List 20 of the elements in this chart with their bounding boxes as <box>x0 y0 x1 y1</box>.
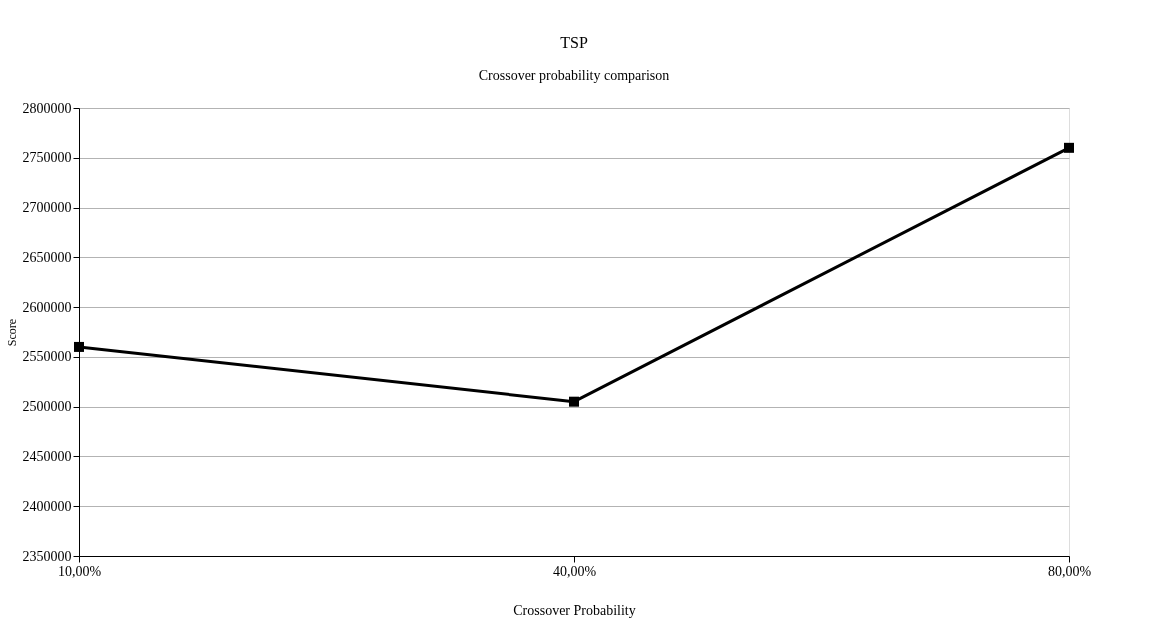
x-tick-label: 80,00% <box>1047 563 1092 579</box>
y-tick-label: 2650000 <box>22 249 72 265</box>
point <box>569 396 579 407</box>
y-tick-label: 2600000 <box>22 299 72 315</box>
y-tick-label: 2400000 <box>22 498 72 514</box>
y-tick-label: 2350000 <box>22 548 72 564</box>
y-axis-title: Score <box>4 318 19 347</box>
point <box>1064 142 1074 153</box>
y-tick-label: 2450000 <box>22 448 72 464</box>
x-tick-label: 10,00% <box>57 563 102 579</box>
x-tick-label: 40,00% <box>552 563 597 579</box>
y-tick-label: 2700000 <box>22 200 72 216</box>
y-tick-label: 2800000 <box>22 100 72 116</box>
y-tick-label: 2750000 <box>22 150 72 166</box>
y-tick-label: 2550000 <box>22 349 72 365</box>
point <box>74 341 84 352</box>
x-axis-title: Crossover Probability <box>513 602 636 618</box>
chart-title: TSP <box>560 34 588 51</box>
y-tick-label: 2500000 <box>22 399 72 415</box>
chart-subtitle: Crossover probability comparison <box>478 68 670 83</box>
